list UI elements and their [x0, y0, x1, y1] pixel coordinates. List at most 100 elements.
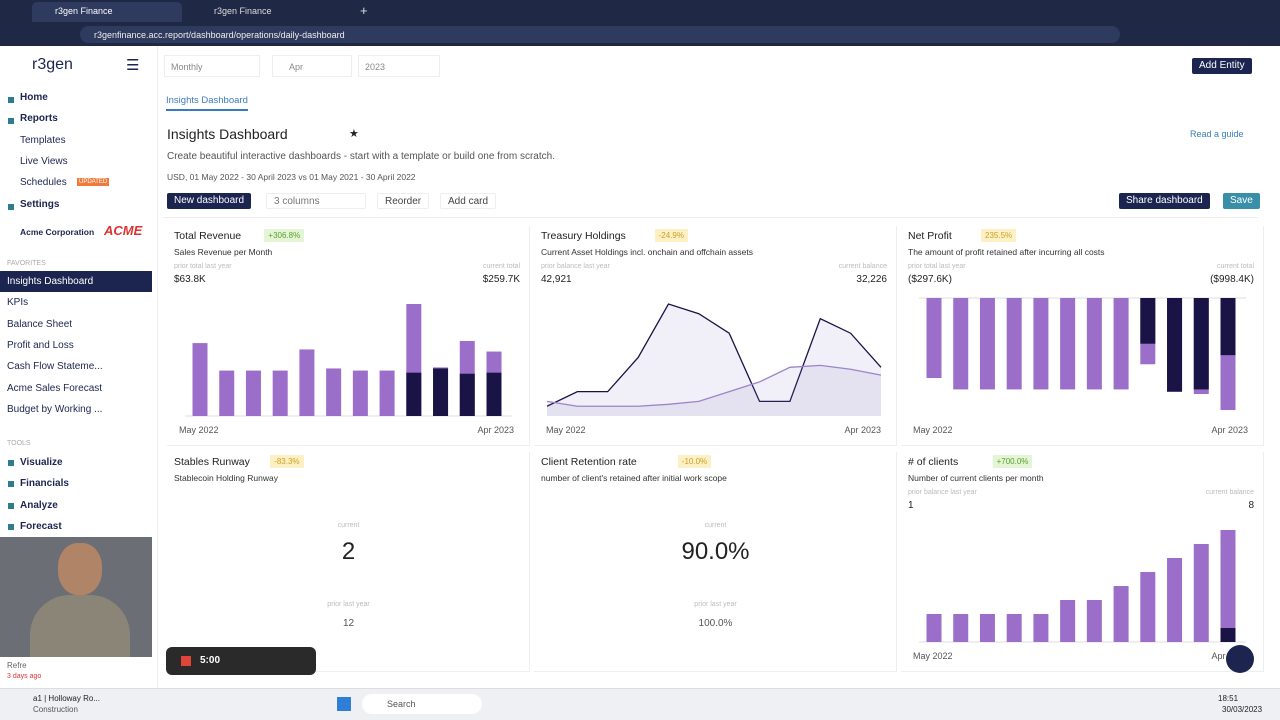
entity[interactable]: Acme Corporation — [20, 227, 95, 237]
card-title: Stables Runway — [174, 456, 250, 468]
bar — [299, 349, 315, 416]
bar — [979, 614, 995, 642]
badge: -10.0% — [677, 455, 712, 468]
nav-item[interactable]: Home — [20, 92, 48, 103]
add-entity-button[interactable]: Add Entity — [1192, 58, 1252, 74]
nav-icon — [8, 204, 14, 210]
current-value: $259.7K — [482, 274, 520, 285]
favorite-item[interactable]: Acme Sales Forecast — [7, 382, 103, 394]
nav-icon — [8, 523, 14, 530]
url: r3genfinance.acc.report/dashboard/operat… — [94, 30, 345, 40]
x-tick-label: May 2022 — [913, 425, 953, 435]
filter[interactable]: Apr — [272, 55, 352, 77]
chat-button[interactable] — [1226, 645, 1254, 673]
body — [30, 595, 130, 657]
new-tab[interactable]: + — [360, 3, 368, 18]
nav-item[interactable]: Reports — [20, 113, 58, 124]
clock: 18:51 — [1218, 694, 1239, 703]
card-title: Net Profit — [908, 230, 952, 242]
stop-button[interactable] — [181, 656, 191, 666]
bar — [326, 368, 342, 416]
nav-item[interactable]: Settings — [20, 199, 60, 210]
prior-value: ($297.6K) — [908, 274, 952, 285]
bar — [1033, 614, 1049, 642]
reorder-button[interactable]: Reorder — [377, 193, 430, 209]
favorite-star[interactable]: ★ — [349, 128, 359, 140]
tool-item[interactable]: Financials — [20, 478, 69, 490]
card-description: Current Asset Holdings incl. onchain and… — [541, 247, 753, 257]
card-title: # of clients — [908, 456, 959, 468]
card: Total Revenue +306.8% Sales Revenue per Mo… — [167, 226, 530, 446]
nav-icon — [8, 481, 14, 488]
period: USD, 01 May 2022 - 30 April 2023 vs 01 M… — [167, 172, 416, 182]
recorder-time: 5:00 — [200, 655, 221, 666]
bar — [1140, 572, 1156, 642]
x-tick-label: May 2022 — [913, 651, 953, 661]
x-tick-label: May 2022 — [546, 425, 586, 435]
card-title: Client Retention rate — [541, 456, 637, 468]
filter[interactable]: 2023 — [358, 55, 440, 77]
kpi-prior: 12 — [342, 618, 355, 629]
favorite-item[interactable]: Insights Dashboard — [7, 276, 94, 287]
logo[interactable]: r3gen — [32, 56, 73, 73]
menu-icon[interactable]: ☰ — [126, 57, 140, 74]
card: Stables Runway -83.3% Stablecoin Holding R… — [167, 452, 530, 672]
card: Client Retention rate -10.0% number of cli… — [534, 452, 897, 672]
current-value: ($998.4K) — [1210, 274, 1254, 285]
badge: 235.5% — [981, 229, 1017, 242]
breadcrumb[interactable]: Insights Dashboard — [166, 95, 248, 111]
bar — [1220, 628, 1236, 642]
bar — [1167, 558, 1183, 642]
address-bar[interactable] — [80, 26, 1120, 43]
new-dashboard-button[interactable]: New dashboard — [167, 193, 252, 209]
bar — [979, 298, 995, 390]
filter[interactable]: Monthly — [164, 55, 260, 77]
kpi-label: current — [337, 522, 360, 529]
bar — [486, 372, 502, 416]
tab[interactable] — [32, 2, 182, 22]
prior-label: prior balance last year — [541, 263, 610, 270]
favorite-item[interactable]: Balance Sheet — [7, 318, 73, 330]
kpi-prior: 100.0% — [698, 618, 733, 629]
nav-item[interactable]: Live Views — [20, 156, 68, 167]
search[interactable]: Search — [362, 694, 482, 714]
favorite-item[interactable]: Cash Flow Stateme... — [7, 361, 103, 373]
bar — [1113, 586, 1129, 642]
bar — [379, 370, 395, 416]
nav-item[interactable]: Templates — [20, 135, 66, 146]
start-button[interactable] — [337, 697, 351, 711]
tab-title[interactable]: r3gen Finance — [214, 6, 272, 16]
favorite-item[interactable]: Budget by Working ... — [7, 403, 103, 415]
kpi-value: 2 — [341, 538, 356, 565]
prior-label: prior total last year — [174, 263, 232, 270]
bar — [1060, 298, 1076, 390]
bar — [352, 370, 368, 416]
add-card-button[interactable]: Add card — [440, 193, 497, 209]
bar — [1193, 544, 1209, 642]
webcam-overlay — [0, 537, 152, 657]
x-tick-label: Apr 2023 — [844, 425, 881, 435]
tool-item[interactable]: Forecast — [20, 520, 62, 532]
current-label: current total — [483, 263, 520, 270]
share-button[interactable]: Share dashboard — [1119, 193, 1210, 209]
prior-value: $63.8K — [174, 274, 206, 285]
taskbar: a1 | Holloway Ro... Construction Search … — [0, 688, 1280, 720]
tool-item[interactable]: Visualize — [20, 457, 63, 468]
card-description: Number of current clients per month — [908, 473, 1044, 483]
nav-item[interactable]: Schedules — [20, 177, 67, 188]
prior-value: 42,921 — [541, 274, 572, 285]
date: 30/03/2023 — [1222, 705, 1263, 714]
current-label: current total — [1217, 263, 1254, 270]
save-button[interactable]: Save — [1223, 193, 1260, 209]
x-tick-label: May 2022 — [179, 425, 219, 435]
guide-link[interactable]: Read a guide — [1190, 129, 1244, 139]
bar — [433, 368, 449, 416]
current-value: 8 — [1248, 500, 1254, 511]
favorite-item[interactable]: KPIs — [7, 297, 29, 309]
tool-item[interactable]: Analyze — [20, 499, 58, 511]
favorite-item[interactable]: Profit and Loss — [7, 339, 74, 351]
columns-select[interactable]: 3 columns — [266, 193, 366, 209]
weather: a1 | Holloway Ro... — [33, 694, 100, 703]
badge: +700.0% — [992, 455, 1033, 468]
line — [546, 303, 882, 407]
